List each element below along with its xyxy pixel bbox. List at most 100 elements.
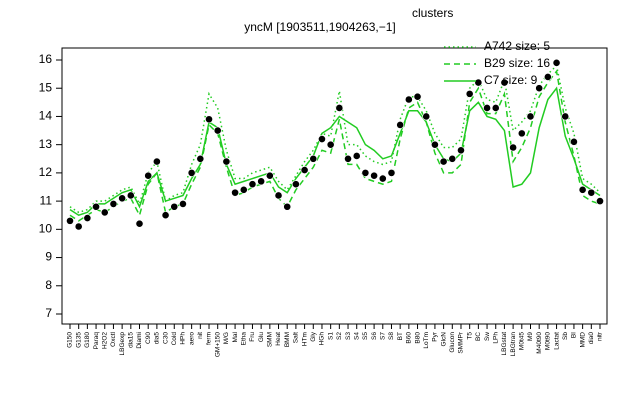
- y-tick-label: 7: [45, 306, 52, 320]
- x-tick-label: LBGexp: [119, 332, 126, 356]
- x-tick-label: GM+150: [214, 332, 221, 357]
- data-point: [387, 168, 396, 177]
- x-tick-label: C90: [145, 332, 152, 344]
- plot-box: [61, 47, 608, 325]
- data-point: [370, 171, 378, 180]
- x-tick-label: M9: [527, 332, 534, 341]
- data-point: [535, 84, 544, 93]
- data-point: [292, 180, 300, 189]
- x-tick-label: dia5: [154, 332, 161, 345]
- data-point: [587, 188, 596, 197]
- data-point: [413, 92, 422, 101]
- legend-label: A742 size: 5: [484, 39, 550, 53]
- x-tick-label: nitr: [597, 331, 604, 341]
- x-tick-label: S6: [371, 332, 378, 340]
- x-tick-label: Paraq: [93, 332, 100, 350]
- x-tick-label: S5: [362, 332, 369, 340]
- data-point: [300, 166, 309, 174]
- data-point: [570, 137, 578, 146]
- data-point: [239, 185, 248, 194]
- data-point: [213, 126, 222, 135]
- x-tick-label: Fru: [249, 332, 256, 342]
- x-tick-label: S8: [388, 332, 395, 340]
- data-point: [126, 191, 135, 200]
- x-tick-label: Lactat: [553, 332, 560, 350]
- data-point: [543, 73, 552, 81]
- data-point: [109, 200, 118, 208]
- data-point: [500, 78, 509, 87]
- x-tick-label: ferm: [206, 332, 213, 345]
- y-tick-label: 13: [39, 137, 53, 151]
- legend-label: B29 size: 16: [484, 56, 550, 70]
- data-point: [352, 152, 361, 160]
- data-point: [170, 202, 179, 211]
- x-tick-label: S1: [327, 332, 334, 340]
- y-tick-label: 14: [39, 109, 53, 123]
- data-point: [335, 104, 344, 112]
- data-point: [222, 157, 231, 166]
- data-point: [404, 95, 413, 104]
- data-point: [309, 154, 318, 163]
- x-tick-label: H2O2: [101, 332, 108, 349]
- data-point: [118, 194, 127, 203]
- data-point: [422, 112, 431, 121]
- data-point: [378, 174, 387, 183]
- data-point: [396, 121, 405, 129]
- x-tick-label: G180: [84, 332, 91, 348]
- data-point: [196, 154, 205, 163]
- data-point: [274, 191, 283, 200]
- x-tick-label: dia15: [128, 332, 135, 348]
- data-point: [491, 104, 500, 112]
- data-point: [457, 146, 465, 155]
- x-tick-label: HPh: [180, 332, 187, 345]
- x-tick-label: Glucon: [449, 332, 456, 353]
- y-tick-label: 8: [45, 278, 52, 292]
- data-point: [100, 208, 109, 217]
- x-tick-label: S3: [345, 332, 352, 340]
- x-tick-label: Etha: [240, 332, 247, 346]
- x-tick-label: Sb: [562, 332, 569, 340]
- x-tick-label: BI: [571, 332, 578, 338]
- x-tick-label: B80: [414, 332, 421, 344]
- data-point: [431, 140, 439, 149]
- data-point: [66, 216, 74, 225]
- data-point: [92, 202, 100, 211]
- y-tick-label: 10: [39, 222, 53, 236]
- x-tick-label: M/G: [223, 332, 230, 344]
- data-point: [509, 143, 518, 152]
- data-point: [231, 188, 239, 197]
- x-tick-label: Salt: [293, 332, 300, 343]
- data-point: [187, 168, 196, 177]
- legend-label: C7 size: 9: [484, 73, 538, 87]
- x-tick-label: SMMPr: [458, 331, 465, 354]
- data-point: [344, 154, 352, 163]
- x-tick-label: M0t90: [545, 332, 552, 350]
- data-point: [83, 214, 92, 222]
- x-tick-label: B60: [406, 332, 413, 344]
- x-tick-label: BC: [475, 332, 482, 341]
- y-tick-label: 16: [39, 52, 53, 66]
- x-tick-label: Gly: [310, 331, 317, 342]
- x-tick-label: S7: [380, 332, 387, 340]
- data-point: [74, 222, 83, 231]
- data-point: [265, 171, 274, 180]
- data-point: [526, 112, 535, 121]
- x-tick-label: Glu: [258, 332, 265, 343]
- x-tick-label: Pyr: [432, 331, 439, 342]
- data-point: [257, 177, 266, 186]
- data-point: [326, 140, 335, 149]
- data-point: [283, 202, 292, 211]
- data-point: [135, 219, 144, 228]
- data-point: [144, 171, 153, 180]
- data-point: [578, 185, 587, 194]
- x-tick-label: nit: [197, 332, 204, 339]
- x-tick-label: G135: [75, 332, 82, 348]
- cluster-line: [69, 69, 601, 222]
- x-tick-label: dia0: [588, 332, 595, 345]
- x-tick-label: HTm: [301, 332, 308, 346]
- x-tick-label: Mal: [232, 331, 239, 342]
- data-point: [596, 197, 604, 206]
- y-tick-label: 9: [45, 250, 52, 264]
